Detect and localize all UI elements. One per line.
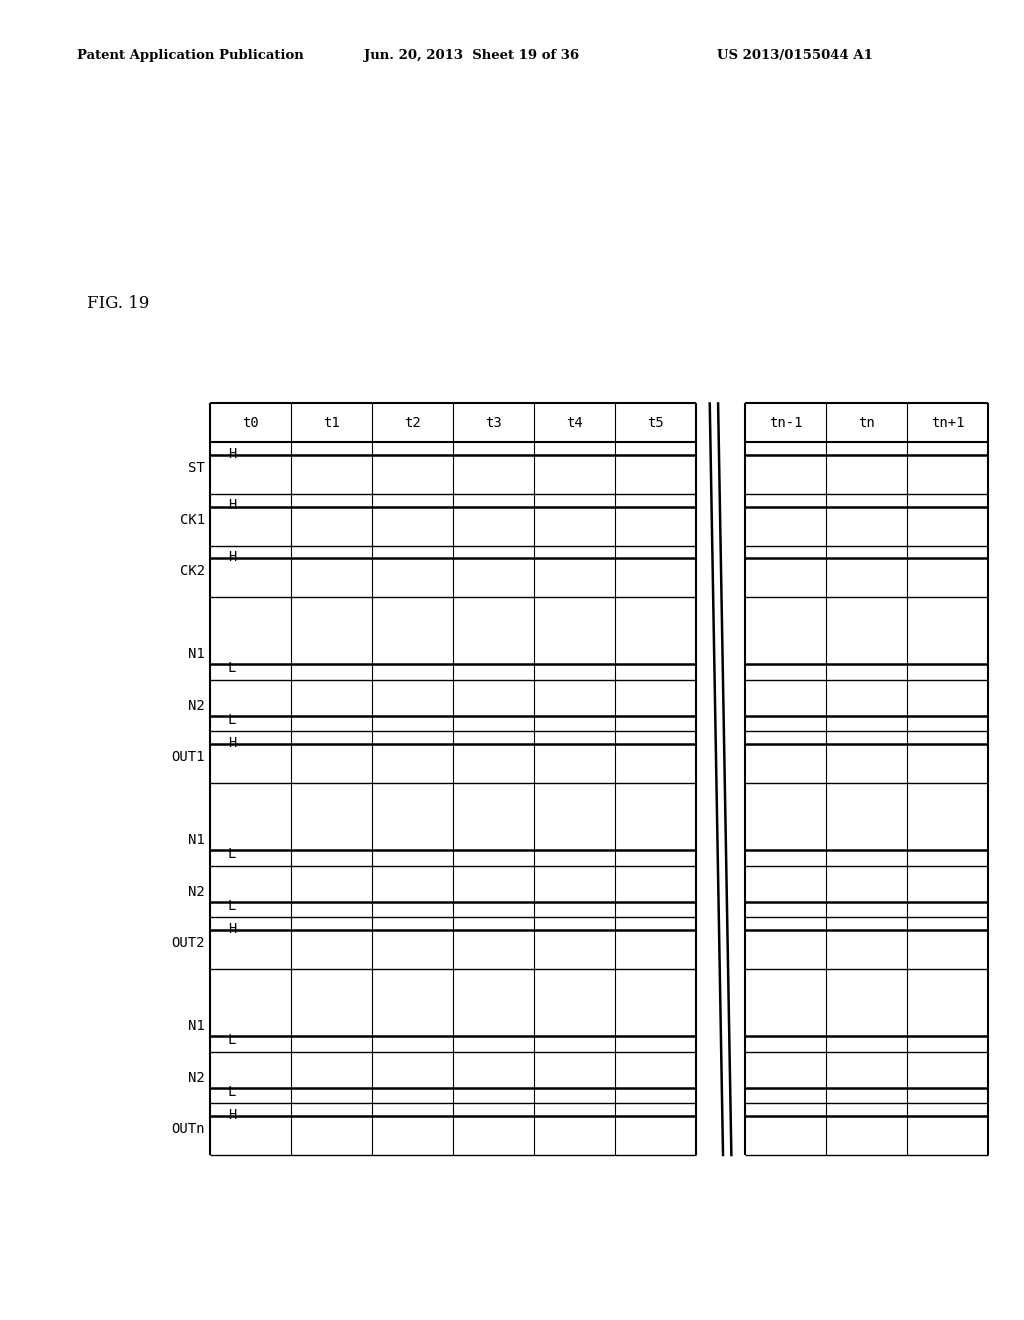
Text: t3: t3	[485, 416, 502, 430]
Text: t0: t0	[242, 416, 259, 430]
Text: N2: N2	[188, 884, 205, 899]
Text: H: H	[227, 498, 237, 512]
Text: US 2013/0155044 A1: US 2013/0155044 A1	[717, 49, 872, 62]
Text: L: L	[227, 713, 237, 727]
Text: OUT2: OUT2	[171, 936, 205, 950]
Text: N1: N1	[188, 833, 205, 847]
Text: tn: tn	[858, 416, 876, 430]
Text: L: L	[227, 1034, 237, 1047]
Text: t1: t1	[323, 416, 340, 430]
Text: tn-1: tn-1	[769, 416, 803, 430]
Text: ST: ST	[188, 461, 205, 475]
Text: CK2: CK2	[179, 565, 205, 578]
Text: t2: t2	[404, 416, 421, 430]
Text: Patent Application Publication: Patent Application Publication	[77, 49, 303, 62]
Text: t5: t5	[647, 416, 664, 430]
Text: L: L	[227, 661, 237, 676]
Text: H: H	[227, 921, 237, 936]
Text: N2: N2	[188, 1071, 205, 1085]
Text: N1: N1	[188, 1019, 205, 1032]
Text: OUTn: OUTn	[171, 1122, 205, 1137]
Text: L: L	[227, 1085, 237, 1100]
Text: N1: N1	[188, 647, 205, 661]
Text: H: H	[227, 1107, 237, 1122]
Text: L: L	[227, 847, 237, 862]
Text: tn+1: tn+1	[931, 416, 965, 430]
Text: N2: N2	[188, 698, 205, 713]
Text: H: H	[227, 446, 237, 461]
Text: CK1: CK1	[179, 512, 205, 527]
Text: L: L	[227, 899, 237, 913]
Text: Jun. 20, 2013  Sheet 19 of 36: Jun. 20, 2013 Sheet 19 of 36	[364, 49, 579, 62]
Text: FIG. 19: FIG. 19	[87, 296, 150, 312]
Text: H: H	[227, 735, 237, 750]
Text: OUT1: OUT1	[171, 750, 205, 764]
Text: t4: t4	[566, 416, 583, 430]
Text: H: H	[227, 550, 237, 564]
